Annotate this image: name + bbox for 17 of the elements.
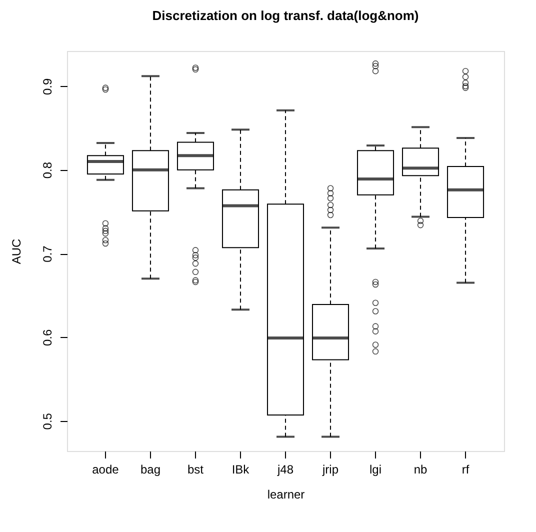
- chart-title: Discretization on log transf. data(log&nom): [152, 8, 419, 23]
- x-tick-label: nb: [414, 462, 428, 476]
- x-tick-label: jrip: [321, 462, 339, 476]
- y-tick-label: 0.6: [40, 329, 54, 346]
- x-tick-label: bag: [140, 462, 160, 476]
- x-axis-title: learner: [267, 488, 305, 502]
- x-tick-label: bst: [187, 462, 204, 476]
- y-tick-label: 0.9: [40, 78, 54, 95]
- x-tick-label: j48: [276, 462, 294, 476]
- y-tick-label: 0.5: [40, 412, 54, 430]
- y-axis-title: AUC: [10, 238, 24, 264]
- x-tick-label: rf: [462, 462, 470, 476]
- x-tick-label: lgi: [370, 462, 382, 476]
- y-tick-label: 0.8: [40, 162, 54, 179]
- x-tick-label: aode: [92, 462, 120, 476]
- y-tick-label: 0.7: [40, 245, 54, 262]
- x-tick-label: IBk: [232, 462, 250, 476]
